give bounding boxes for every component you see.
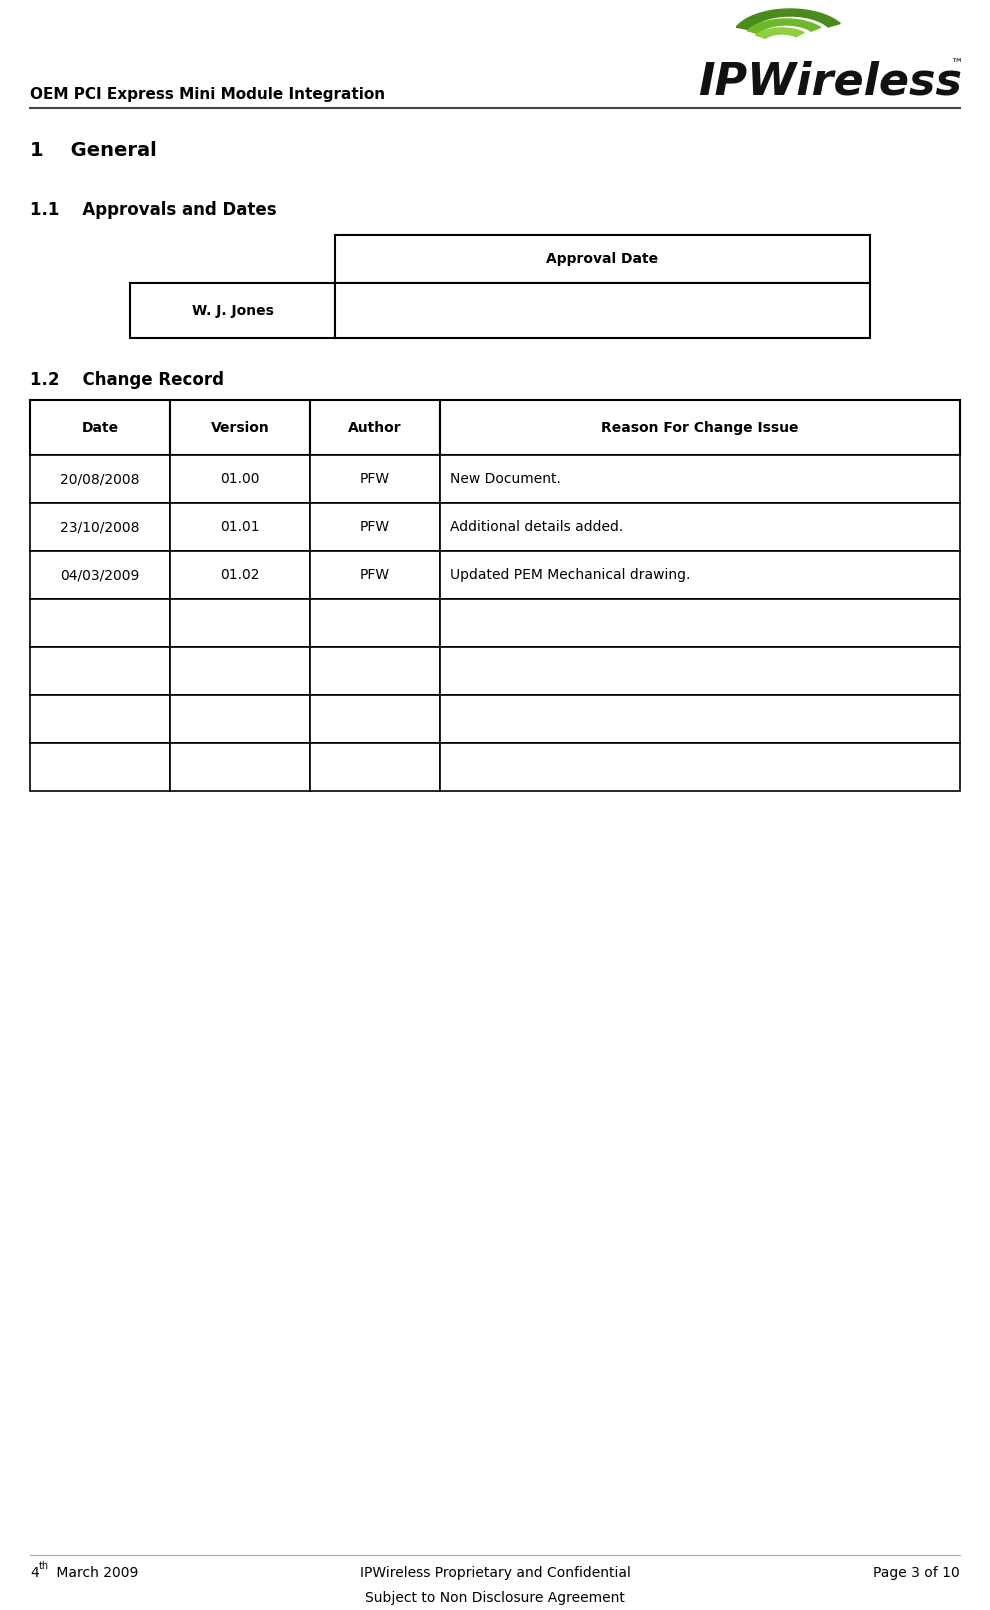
Text: 04/03/2009: 04/03/2009 <box>60 568 140 581</box>
Text: IPWireless: IPWireless <box>698 61 962 103</box>
Bar <box>30 456 170 502</box>
Text: OEM PCI Express Mini Module Integration: OEM PCI Express Mini Module Integration <box>30 87 385 103</box>
Text: 01.02: 01.02 <box>220 568 259 581</box>
Bar <box>30 599 170 647</box>
Bar <box>335 235 870 283</box>
Bar <box>440 696 960 742</box>
Bar <box>30 742 170 791</box>
Bar <box>30 696 170 742</box>
Bar <box>170 647 310 696</box>
Bar <box>170 456 310 502</box>
Bar <box>440 742 960 791</box>
Text: ™: ™ <box>950 58 962 71</box>
Bar <box>310 742 440 791</box>
Bar <box>440 647 960 696</box>
Bar <box>170 502 310 551</box>
Bar <box>30 502 170 551</box>
Text: Approval Date: Approval Date <box>546 253 658 266</box>
Bar <box>170 551 310 599</box>
Polygon shape <box>747 19 821 34</box>
Text: Updated PEM Mechanical drawing.: Updated PEM Mechanical drawing. <box>450 568 690 581</box>
Bar <box>30 551 170 599</box>
Bar <box>30 399 170 456</box>
Bar <box>310 696 440 742</box>
Text: New Document.: New Document. <box>450 472 561 486</box>
Text: Reason For Change Issue: Reason For Change Issue <box>601 420 799 435</box>
Text: 1.1    Approvals and Dates: 1.1 Approvals and Dates <box>30 201 276 219</box>
Bar <box>310 456 440 502</box>
Text: Version: Version <box>211 420 269 435</box>
Text: W. J. Jones: W. J. Jones <box>191 304 273 317</box>
Text: 20/08/2008: 20/08/2008 <box>60 472 140 486</box>
Text: PFW: PFW <box>360 520 390 535</box>
Text: 1    General: 1 General <box>30 140 156 159</box>
Text: March 2009: March 2009 <box>52 1567 139 1579</box>
Bar <box>310 599 440 647</box>
Bar <box>440 456 960 502</box>
Bar <box>170 742 310 791</box>
Bar <box>30 647 170 696</box>
Text: IPWireless Proprietary and Confidential: IPWireless Proprietary and Confidential <box>359 1567 631 1579</box>
Bar <box>310 399 440 456</box>
Text: PFW: PFW <box>360 472 390 486</box>
Bar <box>310 551 440 599</box>
Text: 23/10/2008: 23/10/2008 <box>60 520 140 535</box>
Text: Page 3 of 10: Page 3 of 10 <box>873 1567 960 1579</box>
Bar <box>310 502 440 551</box>
Bar <box>440 551 960 599</box>
Bar <box>170 696 310 742</box>
Polygon shape <box>737 10 841 29</box>
Bar <box>170 399 310 456</box>
Bar <box>440 502 960 551</box>
Bar <box>310 647 440 696</box>
Bar <box>440 399 960 456</box>
Text: 1.2    Change Record: 1.2 Change Record <box>30 370 224 390</box>
Polygon shape <box>755 27 804 39</box>
Bar <box>170 599 310 647</box>
Bar <box>335 283 870 338</box>
Bar <box>440 599 960 647</box>
Bar <box>130 283 335 338</box>
Text: 01.01: 01.01 <box>220 520 259 535</box>
Text: Additional details added.: Additional details added. <box>450 520 624 535</box>
Text: PFW: PFW <box>360 568 390 581</box>
Text: Date: Date <box>81 420 119 435</box>
Text: Author: Author <box>348 420 402 435</box>
Text: Subject to Non Disclosure Agreement: Subject to Non Disclosure Agreement <box>365 1591 625 1605</box>
Text: th: th <box>39 1562 50 1571</box>
Text: 4: 4 <box>30 1567 39 1579</box>
Text: 01.00: 01.00 <box>220 472 259 486</box>
